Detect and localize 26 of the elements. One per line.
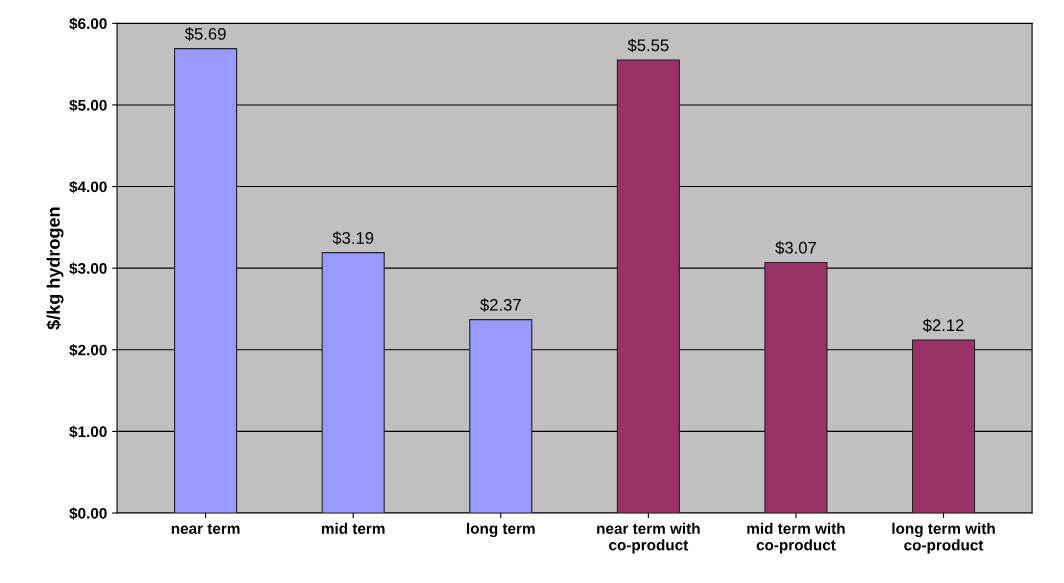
- x-tick-label: near term: [171, 523, 240, 534]
- y-tick-label: $3.00: [69, 262, 107, 275]
- data-label: $3.07: [775, 241, 816, 255]
- x-tick-label: long term with co-product: [892, 522, 995, 554]
- x-tick-label: mid term: [321, 522, 385, 534]
- bar: [321, 252, 385, 514]
- y-tick-label: $0.00: [69, 507, 107, 520]
- bar: [469, 319, 533, 514]
- y-tick-label: $2.00: [69, 344, 107, 357]
- data-label: $3.19: [332, 231, 374, 245]
- y-tick-label: $6.00: [69, 17, 107, 30]
- data-label: $5.69: [184, 27, 226, 41]
- y-tick-label: $5.00: [69, 99, 107, 112]
- x-tick-label: near term with co-product: [597, 522, 700, 554]
- y-tick-label: $1.00: [69, 425, 107, 439]
- data-label: $2.37: [480, 298, 521, 312]
- x-tick-label: long term: [467, 522, 535, 538]
- bar: [764, 261, 828, 514]
- bar: [616, 59, 680, 514]
- x-tick-label: mid term with co-product: [747, 522, 845, 554]
- data-label: $5.55: [627, 38, 669, 53]
- y-axis-title: $/kg hydrogen: [46, 207, 64, 330]
- data-label: $2.12: [922, 318, 964, 333]
- bar: [911, 339, 976, 514]
- y-tick-label: $4.00: [69, 180, 107, 194]
- bar: [174, 48, 238, 514]
